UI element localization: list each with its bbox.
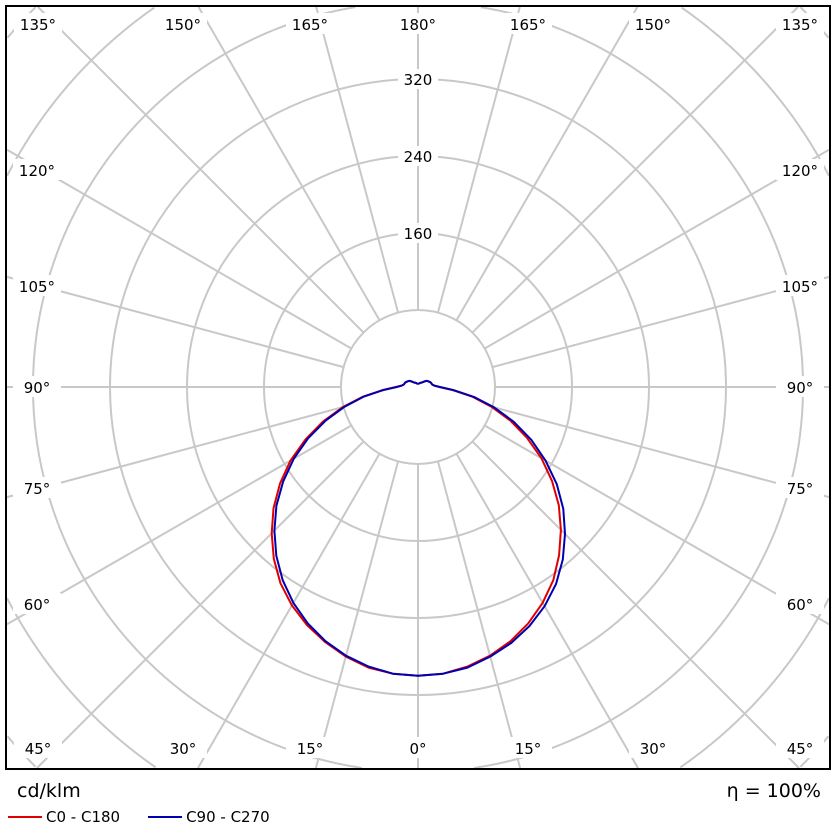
angle-label-bg [776,13,824,34]
angle-label: 15° [515,740,542,758]
radial-label-bg [398,146,438,166]
angle-label: 150° [165,16,201,34]
angle-label: 30° [640,740,667,758]
angle-label-bg [13,477,61,498]
angle-label: 90° [24,379,51,397]
angle-label: 60° [24,596,51,614]
efficiency-label: η = 100% [726,780,821,802]
radial-label-bg [398,69,438,89]
grid-circle [340,309,496,465]
series-line-c90-c270 [273,379,566,677]
angle-label-bg [629,13,677,34]
legend-label: C0 - C180 [46,808,121,826]
grid-spoke [6,148,352,350]
angle-label-bg [14,13,62,34]
angle-label: 120° [19,162,55,180]
angle-label-bg [286,13,334,34]
angle-label: 15° [297,740,324,758]
radial-tick-label: 240 [404,148,433,166]
grid-spoke [455,453,639,769]
angle-label: 135° [20,16,56,34]
angle-label: 60° [787,596,814,614]
angle-label: 180° [400,16,436,34]
radial-tick-label: 320 [404,71,433,89]
polar-grid [6,6,830,769]
angle-label: 90° [787,379,814,397]
angle-label-bg [14,737,62,758]
grid-spoke [492,405,830,499]
angle-label-bg [776,477,824,498]
legend-swatch-blue [148,816,183,818]
grid-spoke [197,453,381,769]
angle-label-bg [629,737,677,758]
angle-label-bg [776,593,824,614]
grid-spoke [436,6,521,313]
angle-label: 75° [24,480,51,498]
radial-label-bg [398,223,438,243]
unit-label: cd/klm [17,780,81,802]
angle-label: 165° [292,16,328,34]
angle-label-bg [159,737,207,758]
angle-label-bg [159,13,207,34]
angle-label-bg [504,737,552,758]
angle-label-bg [776,159,824,180]
radial-tick-labels: 160 240 320 [398,69,438,243]
grid-spoke [484,148,830,350]
legend: C0 - C180 C90 - C270 [8,808,298,826]
angle-label: 45° [25,740,52,758]
grid-spoke [314,461,400,769]
grid-circle [6,6,155,177]
grid-spoke [6,405,344,499]
angle-label: 30° [170,740,197,758]
grid-spoke [492,275,830,369]
plot-frame [5,5,831,770]
legend-item-c0: C0 - C180 [8,808,120,826]
angle-label: 105° [782,278,818,296]
grid-circle [474,387,804,769]
angle-label-bg [13,593,61,614]
angle-label-bg [13,376,61,397]
grid-spoke [436,461,522,769]
angle-label-bg [504,13,552,34]
angle-label-bg [776,737,824,758]
radial-tick-label: 160 [404,225,433,243]
angle-label: 120° [782,162,818,180]
grid-spoke [6,275,344,369]
angle-label-bg [13,275,61,296]
angle-label-bg [776,376,824,397]
grid-spoke [315,6,400,313]
angle-label-bg [394,13,442,34]
grid-spoke [455,6,639,321]
grid-circle [6,597,157,769]
angle-label-bg [394,737,442,758]
legend-label: C90 - C270 [186,808,270,826]
curves [270,379,566,677]
grid-circle [480,6,804,387]
angle-label-bg [13,159,61,180]
grid-spoke [197,6,381,321]
legend-item-c90: C90 - C270 [148,808,270,826]
legend-swatch-red [8,816,42,818]
angle-label-bg [776,275,824,296]
angle-label: 150° [635,16,671,34]
angle-label: 135° [782,16,818,34]
angle-label: 45° [787,740,814,758]
angle-label: 105° [19,278,55,296]
angle-label: 75° [787,480,814,498]
angle-label: 165° [510,16,546,34]
angle-label: 0° [409,740,426,758]
angle-label-bg [286,737,334,758]
grid-circle [681,6,830,177]
angle-labels: 135° 150° 165° 180° 165° 150° 135° 45° 30° 15° 0° 1… [13,13,824,758]
grid-circle [679,597,830,769]
